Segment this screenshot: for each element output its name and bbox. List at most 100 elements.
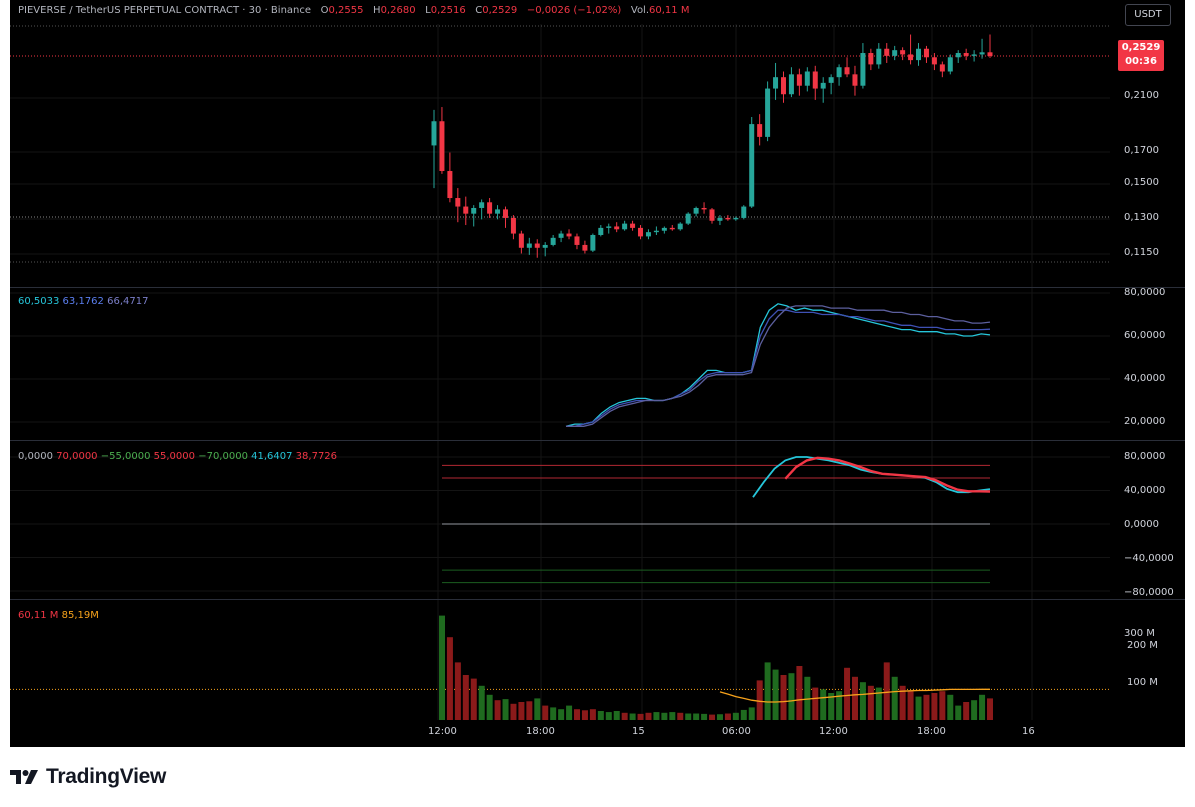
last-price-value: 0,2529: [1121, 42, 1161, 53]
stoch-val-g: 38,7726: [295, 451, 338, 462]
candle-body: [923, 48, 929, 58]
volume-bar: [446, 637, 453, 720]
time-axis-label: 18:00: [917, 726, 946, 737]
volume-bar: [963, 702, 970, 720]
candle-body: [812, 71, 818, 89]
volume-bar: [780, 675, 787, 720]
tradingview-logo-icon: [10, 770, 38, 784]
volume-bar: [979, 694, 986, 720]
volume-bar: [915, 696, 922, 720]
volume-bar: [566, 705, 573, 720]
volume-bar: [629, 713, 636, 720]
volume-bar: [899, 685, 906, 720]
candle-body: [693, 207, 699, 214]
candle-body: [947, 57, 953, 72]
chart-canvas[interactable]: [10, 0, 1185, 747]
volume-bar: [804, 676, 811, 720]
candle-body: [645, 232, 651, 237]
candle-body: [455, 198, 461, 207]
volume-bar: [653, 712, 660, 720]
volume-axis-label: 100 M: [1127, 677, 1158, 688]
candle-body: [606, 226, 612, 228]
candle-body: [447, 171, 453, 199]
ohlc-high-label: H: [373, 5, 381, 16]
time-axis-label: 16: [1022, 726, 1035, 737]
volume-bar: [971, 700, 978, 720]
price-axis-label: 0,2100: [1124, 90, 1159, 101]
currency-button[interactable]: USDT: [1125, 4, 1171, 26]
volume-bar: [756, 680, 763, 720]
stoch-line-2: [784, 456, 991, 493]
volume-bar: [454, 662, 461, 720]
volume-bar: [574, 709, 581, 720]
candle-body: [765, 88, 771, 137]
candle-body: [510, 217, 516, 234]
stoch-val-d: 55,0000: [153, 451, 196, 462]
volume-bar: [478, 685, 485, 720]
stoch-axis-label: −40,0000: [1124, 553, 1174, 564]
volume-bar: [772, 669, 779, 720]
volume-bar: [613, 711, 620, 720]
ohlc-close: 0,2529: [482, 5, 518, 16]
candle-body: [590, 234, 596, 251]
candle-body: [836, 67, 842, 78]
candle-body: [701, 207, 707, 210]
volume-bar: [947, 694, 954, 720]
candle-body: [653, 230, 659, 233]
volume-bar: [748, 707, 755, 720]
volume-bar: [987, 698, 993, 720]
ohlc-close-label: C: [475, 5, 483, 16]
candle-body: [820, 82, 826, 89]
volume-bar: [597, 711, 604, 720]
volume-bar: [518, 702, 525, 720]
candle-body: [955, 53, 961, 58]
chart-root[interactable]: PIEVERSE / TetherUS PERPETUAL CONTRACT ·…: [10, 0, 1185, 747]
pane-separator[interactable]: [10, 287, 1185, 288]
candle-body: [574, 236, 580, 245]
volume-bar: [439, 615, 445, 720]
volume-bar: [764, 662, 771, 720]
bar-countdown: 00:36: [1125, 56, 1157, 67]
rsi-line-2: [566, 309, 991, 427]
time-axis-label: 12:00: [819, 726, 848, 737]
ohlc-low-label: L: [425, 5, 431, 16]
candle-body: [487, 202, 493, 214]
stoch-axis-label: −80,0000: [1124, 587, 1174, 598]
tradingview-logo[interactable]: TradingView: [10, 764, 166, 790]
pane-separator[interactable]: [10, 440, 1185, 441]
candle-body: [876, 48, 882, 65]
volume-legend: 60,11 M 85,19M: [18, 610, 99, 621]
symbol-title[interactable]: PIEVERSE / TetherUS PERPETUAL CONTRACT ·…: [18, 5, 312, 16]
last-price-tag: 0,2529 00:36: [1118, 40, 1164, 71]
candle-body: [495, 209, 501, 214]
candle-body: [630, 223, 636, 228]
volume-axis-label: 200 M: [1127, 640, 1158, 651]
volume-ma-line: [719, 688, 990, 703]
volume-bar: [494, 700, 501, 720]
candle-body: [518, 233, 524, 248]
candle-body: [757, 124, 763, 137]
volume-bar: [709, 714, 716, 720]
volume-bar: [645, 712, 652, 720]
price-axis-label: 0,1500: [1124, 177, 1159, 188]
candle-body: [780, 77, 786, 95]
pane-separator[interactable]: [10, 599, 1185, 600]
volume-axis-label: 300 M: [1124, 628, 1155, 639]
candle-body: [534, 243, 540, 248]
candle-body: [550, 237, 556, 245]
volume-bar: [724, 713, 731, 720]
candle-body: [669, 227, 675, 230]
candle-body: [725, 217, 731, 220]
candle-body: [431, 121, 437, 146]
volume-bar: [669, 712, 676, 720]
rsi-value-2: 63,1762: [62, 296, 104, 307]
candle-body: [566, 233, 572, 237]
volume-bar: [470, 678, 477, 720]
volume-bar: [820, 689, 827, 720]
candle-body: [526, 243, 532, 248]
candle-body: [677, 223, 683, 230]
volume-bar: [796, 666, 803, 720]
volume-bar: [939, 691, 946, 720]
candle-body: [717, 217, 723, 221]
stoch-val-a: 0,0000: [18, 451, 53, 462]
